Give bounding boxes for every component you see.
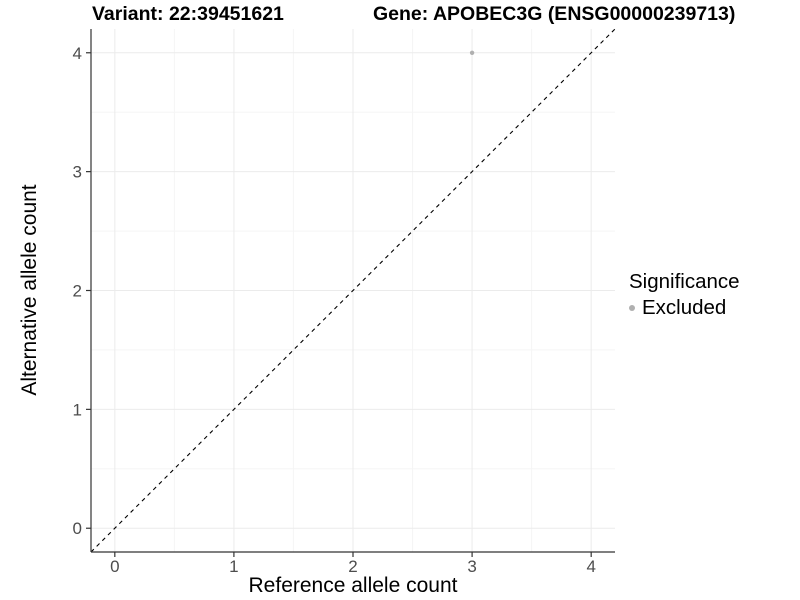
legend-point-icon <box>629 305 635 311</box>
plot-title-variant: Variant: 22:39451621 <box>92 3 284 25</box>
y-tick-label: 0 <box>73 519 82 538</box>
x-tick-label: 1 <box>229 557 238 576</box>
x-tick-label: 4 <box>586 557 595 576</box>
y-tick-label: 1 <box>73 400 82 419</box>
data-point <box>469 50 475 55</box>
legend-entry-excluded: Excluded <box>629 296 740 320</box>
legend-title: Significance <box>629 270 740 293</box>
plot-title: Variant: 22:39451621 Gene: APOBEC3G (ENS… <box>0 3 800 27</box>
x-tick-label: 0 <box>110 557 119 576</box>
y-tick-label: 2 <box>73 282 82 301</box>
x-tick-label: 2 <box>348 557 357 576</box>
legend-entry-label: Excluded <box>642 296 727 319</box>
x-tick-label: 3 <box>467 557 476 576</box>
y-tick-label: 4 <box>73 44 82 63</box>
y-axis-title: Alternative allele count <box>18 184 41 396</box>
plot-title-gene: Gene: APOBEC3G (ENSG00000239713) <box>373 3 736 25</box>
legend: Significance Excluded <box>629 270 740 320</box>
identity-dashed-line <box>90 28 616 553</box>
y-tick-label: 3 <box>73 163 82 182</box>
x-axis-title: Reference allele count <box>248 574 458 597</box>
